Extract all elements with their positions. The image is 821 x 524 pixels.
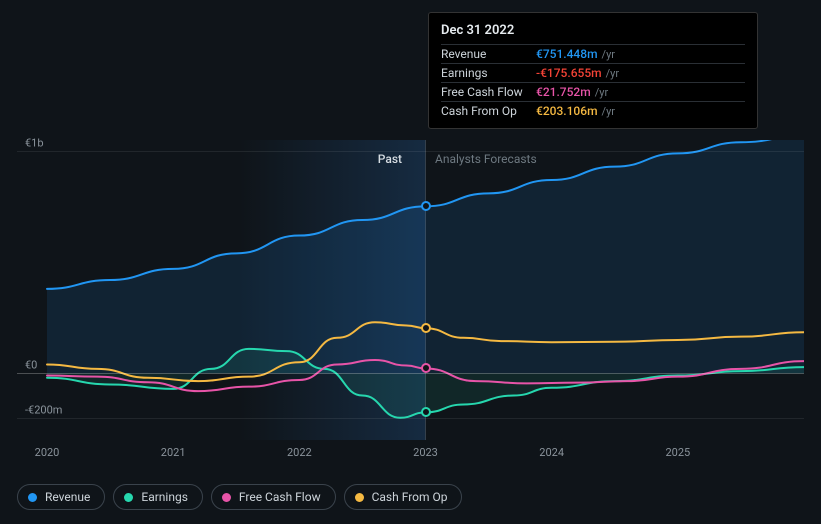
tooltip-row-value: €751.448m [536, 47, 598, 61]
legend: Revenue Earnings Free Cash Flow Cash From O… [17, 484, 462, 510]
x-axis-tick-label: 2024 [539, 446, 564, 459]
tooltip-row: Free Cash Flow€21.752m/yr [441, 82, 745, 101]
legend-item-earnings[interactable]: Earnings [113, 484, 203, 510]
chart-svg [17, 140, 804, 440]
legend-label: Earnings [141, 490, 188, 504]
tooltip-row-unit: /yr [595, 86, 608, 99]
legend-dot-icon [222, 493, 231, 502]
legend-dot-icon [124, 493, 133, 502]
legend-label: Cash From Op [372, 490, 448, 504]
y-axis-tick-label: €0 [25, 359, 37, 372]
tooltip-row-label: Revenue [441, 47, 536, 61]
tooltip-row-label: Earnings [441, 66, 536, 80]
legend-item-cfo[interactable]: Cash From Op [344, 484, 463, 510]
x-axis-tick-label: 2022 [287, 446, 312, 459]
tooltip-row-unit: /yr [606, 67, 619, 80]
tooltip-row-label: Free Cash Flow [441, 85, 536, 99]
legend-label: Revenue [45, 490, 90, 504]
section-label-past: Past [378, 152, 402, 166]
tooltip-date: Dec 31 2022 [441, 23, 745, 38]
y-axis-tick-label: -€200m [25, 403, 62, 416]
y-axis-tick-label: €1b [25, 137, 44, 150]
x-axis-tick-label: 2023 [413, 446, 438, 459]
tooltip-row-value: €203.106m [536, 104, 598, 118]
tooltip-row-label: Cash From Op [441, 104, 536, 118]
x-axis-tick-label: 2025 [665, 446, 690, 459]
series-marker-cfo [421, 323, 431, 333]
tooltip-row: Revenue€751.448m/yr [441, 44, 745, 63]
y-gridline [17, 418, 804, 419]
tooltip-row-value: €21.752m [536, 85, 591, 99]
tooltip-row-unit: /yr [602, 105, 615, 118]
section-label-future: Analysts Forecasts [435, 152, 537, 166]
y-gridline [17, 151, 804, 152]
series-marker-fcf [421, 363, 431, 373]
series-marker-revenue [421, 201, 431, 211]
tooltip-row: Earnings-€175.655m/yr [441, 63, 745, 82]
series-marker-earnings [421, 407, 431, 417]
legend-dot-icon [28, 493, 37, 502]
legend-dot-icon [355, 493, 364, 502]
legend-item-fcf[interactable]: Free Cash Flow [211, 484, 336, 510]
tooltip-row-unit: /yr [602, 48, 615, 61]
legend-label: Free Cash Flow [239, 490, 321, 504]
x-axis-tick-label: 2020 [35, 446, 60, 459]
legend-item-revenue[interactable]: Revenue [17, 484, 105, 510]
plot-area[interactable]: €1b €0 -€200m [17, 140, 804, 440]
tooltip-row: Cash From Op€203.106m/yr [441, 101, 745, 120]
tooltip-row-value: -€175.655m [536, 66, 602, 80]
x-axis-tick-label: 2021 [161, 446, 186, 459]
x-axis: 2020 2021 2022 2023 2024 2025 [17, 446, 804, 466]
chart-tooltip: Dec 31 2022 Revenue€751.448m/yrEarnings-… [428, 12, 758, 129]
y-gridline [17, 373, 804, 374]
